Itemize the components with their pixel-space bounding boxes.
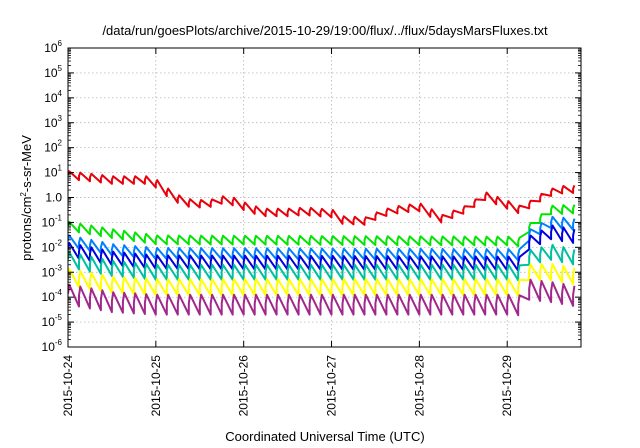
- x-tick-label: 2015-10-28: [412, 355, 426, 417]
- series-line-5: [68, 243, 576, 282]
- y-tick-label: 1.0: [45, 191, 62, 205]
- x-tick-label: 2015-10-26: [237, 355, 251, 417]
- x-tick-label: 2015-10-25: [149, 355, 163, 417]
- y-tick-label: 101: [44, 164, 62, 180]
- y-tick-label: 106: [44, 39, 62, 55]
- plot-area: [68, 170, 576, 317]
- y-tick-label: 103: [44, 114, 62, 130]
- series-line-2: [68, 204, 576, 248]
- chart-title: /data/run/goesPlots/archive/2015-10-29/1…: [102, 23, 548, 38]
- series-line-7: [68, 278, 576, 317]
- y-tick-label: 102: [44, 139, 62, 155]
- x-tick-label: 2015-10-27: [325, 355, 339, 417]
- series-lines: [68, 170, 576, 317]
- x-axis-label: Coordinated Universal Time (UTC): [225, 429, 424, 444]
- y-tick-label: 104: [44, 89, 62, 105]
- y-tick-label: 10-1: [42, 213, 63, 229]
- y-tick-label: 10-4: [42, 288, 63, 304]
- axis-ticks: 106 105 104 103 102 101 1.0 10-1 10-2 10-3 10-4 10-…: [42, 39, 581, 416]
- x-tick-label: 2015-10-24: [61, 355, 75, 417]
- y-tick-label: 10-3: [42, 263, 63, 279]
- x-tick-label: 2015-10-29: [500, 355, 514, 417]
- series-line-1: [68, 170, 576, 226]
- y-tick-label: 10-5: [42, 313, 63, 329]
- series-line-6: [68, 263, 576, 297]
- y-tick-label: 10-6: [42, 338, 63, 354]
- y-axis-label: protons/cm2-s-sr-MeV: [19, 135, 34, 261]
- y-tick-label: 10-2: [42, 238, 63, 254]
- y-tick-label: 105: [44, 64, 62, 80]
